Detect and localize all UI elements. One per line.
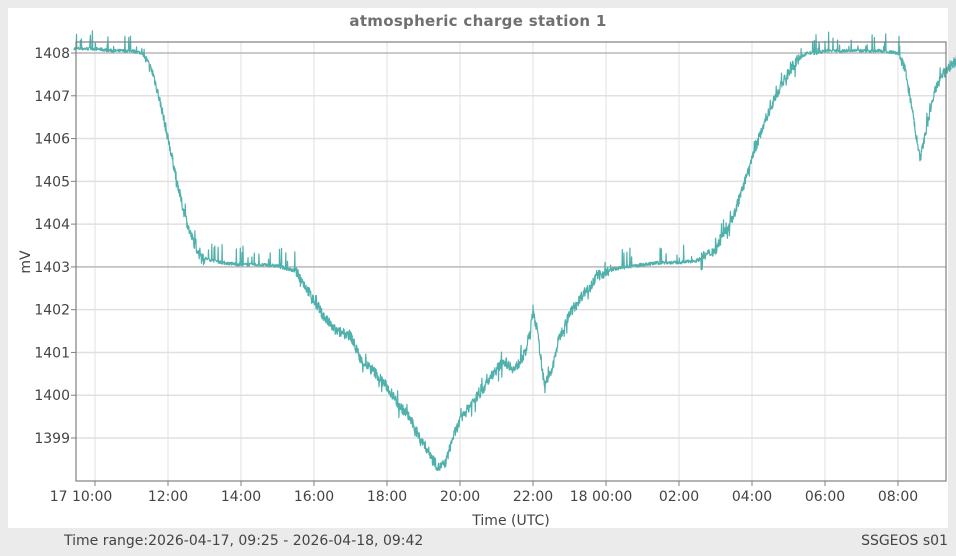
time-range-value: 2026-04-17, 09:25 - 2026-04-18, 09:42	[148, 533, 424, 549]
time-range-status: Time range:2026-04-17, 09:25 - 2026-04-1…	[64, 533, 423, 549]
y-tick-label: 1400	[34, 388, 70, 404]
y-tick-label: 1401	[34, 345, 70, 361]
x-tick-label: 02:00	[659, 489, 699, 505]
station-id: SSGEOS s01	[861, 533, 948, 549]
x-tick-label: 20:00	[440, 489, 480, 505]
x-tick-label: 17 10:00	[50, 489, 113, 505]
plot-background	[76, 42, 946, 481]
y-tick-label: 1407	[34, 89, 70, 105]
x-tick-label: 16:00	[294, 489, 334, 505]
x-tick-label: 18 00:00	[570, 489, 633, 505]
x-tick-label: 12:00	[148, 489, 188, 505]
x-tick-label: 14:00	[221, 489, 261, 505]
x-tick-label: 04:00	[732, 489, 772, 505]
y-tick-label: 1405	[34, 174, 70, 190]
x-tick-label: 22:00	[513, 489, 553, 505]
y-tick-label: 1408	[34, 46, 70, 62]
x-tick-label: 18:00	[367, 489, 407, 505]
x-tick-label: 08:00	[878, 489, 918, 505]
series-line-atmospheric-charge	[73, 30, 956, 472]
y-tick-label: 1403	[34, 260, 70, 276]
y-tick-label: 1406	[34, 132, 70, 148]
time-range-label: Time range:	[64, 533, 149, 549]
plot-frame	[75, 41, 947, 482]
y-axis-label: mV	[18, 250, 34, 274]
chart-title: atmospheric charge station 1	[349, 12, 607, 30]
x-axis-label: Time (UTC)	[471, 513, 549, 529]
y-tick-label: 1402	[34, 303, 70, 319]
y-tick-label: 1399	[34, 431, 70, 447]
x-tick-label: 06:00	[805, 489, 845, 505]
y-tick-label: 1404	[34, 217, 70, 233]
